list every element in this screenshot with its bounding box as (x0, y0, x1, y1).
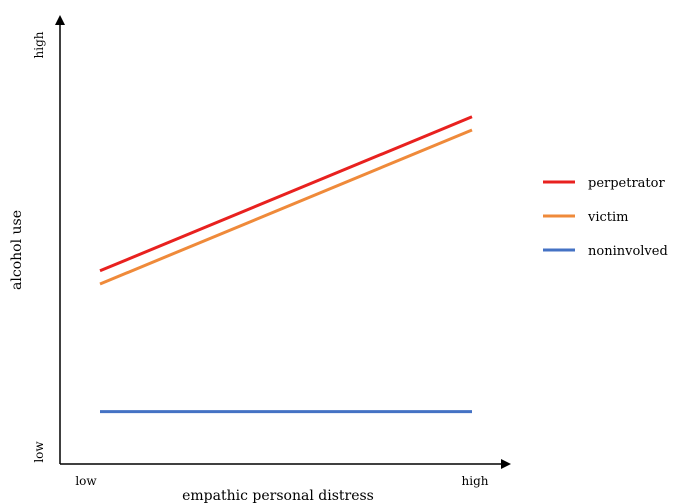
series-lines (99, 115, 473, 414)
legend-label-perpetrator: perpetrator (588, 176, 665, 191)
x-tick-label-low: low (75, 474, 97, 488)
x-axis-title: empathic personal distress (182, 488, 374, 504)
series-line-victim (99, 128, 473, 286)
y-tick-label-high: high (32, 31, 46, 58)
legend-label-victim: victim (587, 210, 629, 225)
y-tick-label-low: low (32, 441, 46, 463)
series-line-perpetrator (99, 115, 473, 273)
x-tick-label-high: high (462, 474, 489, 488)
legend: perpetrator victim noninvolved (543, 176, 668, 259)
y-axis-title: alcohol use (9, 210, 25, 290)
legend-label-noninvolved: noninvolved (588, 244, 668, 259)
